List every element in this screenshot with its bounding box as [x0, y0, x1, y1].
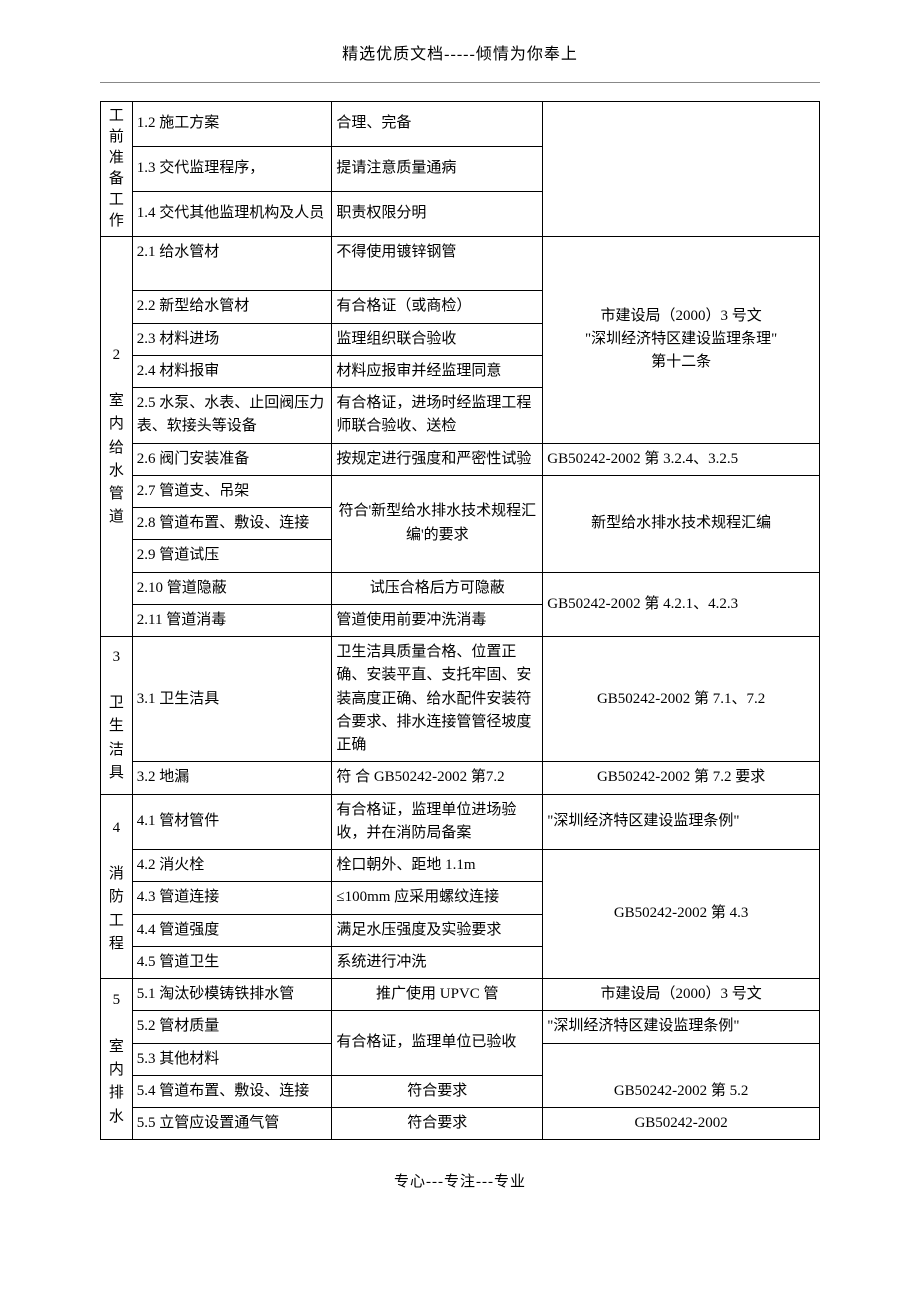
req-cell: 合理、完备 — [332, 102, 543, 147]
note-cell: GB50242-2002 — [543, 1108, 820, 1140]
header-rule — [100, 82, 820, 83]
item-cell: 5.5 立管应设置通气管 — [132, 1108, 332, 1140]
note-cell: GB50242-2002 第 4.3 — [543, 850, 820, 979]
page-header: 精选优质文档-----倾情为你奉上 — [100, 40, 820, 64]
item-cell: 5.4 管道布置、敷设、连接 — [132, 1075, 332, 1107]
table-row: 3 卫生洁具 3.1 卫生洁具 卫生洁具质量合格、位置正确、安装平直、支托牢固、… — [101, 637, 820, 762]
item-cell: 2.2 新型给水管材 — [132, 291, 332, 323]
table-row: 5.4 管道布置、敷设、连接 符合要求 GB50242-2002 第 5.2 — [101, 1075, 820, 1107]
req-cell: 材料应报审并经监理同意 — [332, 355, 543, 387]
item-cell: 4.5 管道卫生 — [132, 946, 332, 978]
req-cell: ≤100mm 应采用螺纹连接 — [332, 882, 543, 914]
req-cell: 不得使用镀锌钢管 — [332, 237, 543, 291]
item-cell: 5.1 淘汰砂模铸铁排水管 — [132, 979, 332, 1011]
note-cell — [543, 102, 820, 237]
note-cell: GB50242-2002 第 3.2.4、3.2.5 — [543, 443, 820, 475]
req-cell: 监理组织联合验收 — [332, 323, 543, 355]
item-cell: 2.3 材料进场 — [132, 323, 332, 355]
table-row: 5.2 管材质量 有合格证，监理单位已验收 "深圳经济特区建设监理条例" — [101, 1011, 820, 1043]
table-row: 2.10 管道隐蔽 试压合格后方可隐蔽 GB50242-2002 第 4.2.1… — [101, 572, 820, 604]
req-cell: 提请注意质量通病 — [332, 147, 543, 192]
item-cell: 2.5 水泵、水表、止回阀压力表、软接头等设备 — [132, 388, 332, 444]
category-cell: 3 卫生洁具 — [101, 637, 133, 795]
req-cell: 卫生洁具质量合格、位置正确、安装平直、支托牢固、安装高度正确、给水配件安装符合要… — [332, 637, 543, 762]
note-cell: GB50242-2002 第 5.2 — [543, 1075, 820, 1107]
req-cell: 栓口朝外、距地 1.1m — [332, 850, 543, 882]
item-cell: 2.1 给水管材 — [132, 237, 332, 291]
item-cell: 2.6 阀门安装准备 — [132, 443, 332, 475]
item-cell: 4.2 消火栓 — [132, 850, 332, 882]
category-cell: 工前准备工作 — [101, 102, 133, 237]
page-footer: 专心---专注---专业 — [100, 1170, 820, 1191]
note-cell — [543, 1043, 820, 1075]
req-cell: 满足水压强度及实验要求 — [332, 914, 543, 946]
category-cell: 5 室内排水 — [101, 979, 133, 1140]
table-row: 2.6 阀门安装准备 按规定进行强度和严密性试验 GB50242-2002 第 … — [101, 443, 820, 475]
table-row: 5.5 立管应设置通气管 符合要求 GB50242-2002 — [101, 1108, 820, 1140]
spec-table: 工前准备工作 1.2 施工方案 合理、完备 1.3 交代监理程序， 提请注意质量… — [100, 101, 820, 1140]
item-cell: 3.2 地漏 — [132, 762, 332, 794]
req-cell: 试压合格后方可隐蔽 — [332, 572, 543, 604]
item-cell: 2.8 管道布置、敷设、连接 — [132, 508, 332, 540]
note-cell: "深圳经济特区建设监理条例" — [543, 1011, 820, 1043]
table-row: 5 室内排水 5.1 淘汰砂模铸铁排水管 推广使用 UPVC 管 市建设局（20… — [101, 979, 820, 1011]
note-cell: GB50242-2002 第 4.2.1、4.2.3 — [543, 572, 820, 637]
req-cell: 推广使用 UPVC 管 — [332, 979, 543, 1011]
item-cell: 2.11 管道消毒 — [132, 604, 332, 636]
req-cell: 符合要求 — [332, 1108, 543, 1140]
table-row: 4.2 消火栓 栓口朝外、距地 1.1m GB50242-2002 第 4.3 — [101, 850, 820, 882]
table-row: 2.7 管道支、吊架 符合'新型给水排水技术规程汇编'的要求 新型给水排水技术规… — [101, 475, 820, 507]
item-cell: 4.1 管材管件 — [132, 794, 332, 850]
item-cell: 5.3 其他材料 — [132, 1043, 332, 1075]
note-cell: 市建设局（2000）3 号文 — [543, 979, 820, 1011]
note-cell: 市建设局（2000）3 号文 "深圳经济特区建设监理条理" 第十二条 — [543, 237, 820, 444]
note-cell: "深圳经济特区建设监理条例" — [543, 794, 820, 850]
req-cell: 有合格证（或商检） — [332, 291, 543, 323]
item-cell: 1.3 交代监理程序， — [132, 147, 332, 192]
category-cell: 2 室内给水管道 — [101, 237, 133, 637]
item-cell: 1.2 施工方案 — [132, 102, 332, 147]
req-cell: 职责权限分明 — [332, 192, 543, 237]
document-page: 精选优质文档-----倾情为你奉上 工前准备工作 1.2 施工方案 合理、完备 … — [0, 0, 920, 1231]
table-row: 工前准备工作 1.2 施工方案 合理、完备 — [101, 102, 820, 147]
item-cell: 5.2 管材质量 — [132, 1011, 332, 1043]
item-cell: 4.4 管道强度 — [132, 914, 332, 946]
item-cell: 1.4 交代其他监理机构及人员 — [132, 192, 332, 237]
table-row: 2 室内给水管道 2.1 给水管材 不得使用镀锌钢管 市建设局（2000）3 号… — [101, 237, 820, 291]
table-row: 4 消防工程 4.1 管材管件 有合格证，监理单位进场验收，并在消防局备案 "深… — [101, 794, 820, 850]
item-cell: 2.4 材料报审 — [132, 355, 332, 387]
req-cell: 符 合 GB50242-2002 第7.2 — [332, 762, 543, 794]
note-cell: 新型给水排水技术规程汇编 — [543, 475, 820, 572]
item-cell: 3.1 卫生洁具 — [132, 637, 332, 762]
req-cell: 有合格证，监理单位进场验收，并在消防局备案 — [332, 794, 543, 850]
note-cell: GB50242-2002 第 7.2 要求 — [543, 762, 820, 794]
req-cell: 有合格证，监理单位已验收 — [332, 1011, 543, 1076]
req-cell: 系统进行冲洗 — [332, 946, 543, 978]
item-cell: 2.10 管道隐蔽 — [132, 572, 332, 604]
category-cell: 4 消防工程 — [101, 794, 133, 979]
item-cell: 2.9 管道试压 — [132, 540, 332, 572]
req-cell: 管道使用前要冲洗消毒 — [332, 604, 543, 636]
req-cell: 按规定进行强度和严密性试验 — [332, 443, 543, 475]
req-cell: 符合要求 — [332, 1075, 543, 1107]
req-cell: 符合'新型给水排水技术规程汇编'的要求 — [332, 475, 543, 572]
item-cell: 4.3 管道连接 — [132, 882, 332, 914]
item-cell: 2.7 管道支、吊架 — [132, 475, 332, 507]
note-cell: GB50242-2002 第 7.1、7.2 — [543, 637, 820, 762]
table-row: 3.2 地漏 符 合 GB50242-2002 第7.2 GB50242-200… — [101, 762, 820, 794]
req-cell: 有合格证，进场时经监理工程师联合验收、送检 — [332, 388, 543, 444]
